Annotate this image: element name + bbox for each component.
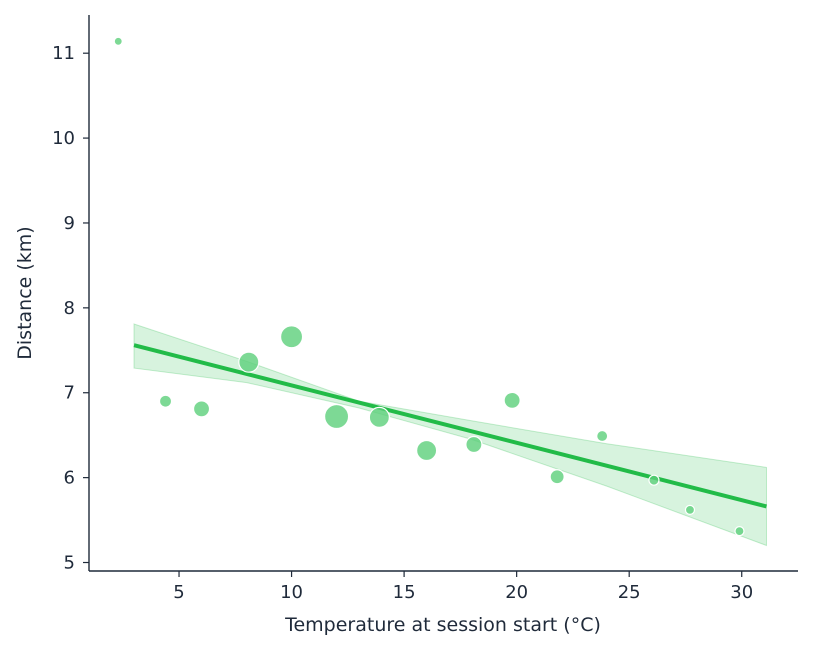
data-point xyxy=(549,469,565,485)
data-point xyxy=(416,439,438,462)
trend-line xyxy=(133,343,767,509)
points-layer xyxy=(113,36,745,537)
data-point xyxy=(684,504,696,515)
trend-line-layer xyxy=(133,343,767,509)
data-point xyxy=(323,403,350,430)
y-tick-label: 11 xyxy=(52,43,75,64)
data-point xyxy=(113,36,123,46)
y-tick-label: 10 xyxy=(52,128,75,149)
data-point xyxy=(465,435,483,454)
x-axis-label: Temperature at session start (°C) xyxy=(284,614,601,636)
data-point xyxy=(368,406,390,428)
axes xyxy=(88,15,798,572)
data-point xyxy=(279,325,304,349)
y-ticks: 5 6 7 8 9 10 11 xyxy=(52,43,89,574)
data-point xyxy=(238,351,260,373)
x-tick-label: 30 xyxy=(730,582,753,603)
data-point xyxy=(648,474,660,486)
x-tick-label: 15 xyxy=(393,582,416,603)
x-tick-label: 25 xyxy=(618,582,641,603)
data-point xyxy=(734,526,745,537)
y-tick-label: 9 xyxy=(64,213,75,234)
data-point xyxy=(158,394,173,408)
x-tick-label: 20 xyxy=(505,582,528,603)
y-tick-label: 5 xyxy=(64,553,75,574)
data-point xyxy=(596,429,609,443)
y-tick-label: 7 xyxy=(64,383,75,404)
data-point xyxy=(503,391,521,409)
y-axis-label: Distance (km) xyxy=(14,226,36,359)
y-tick-label: 6 xyxy=(64,468,75,489)
x-tick-label: 5 xyxy=(173,582,184,603)
confidence-band xyxy=(133,323,767,547)
data-point xyxy=(192,400,211,418)
confidence-band-layer xyxy=(133,323,767,547)
x-ticks: 5 10 15 20 25 30 xyxy=(173,571,753,603)
x-tick-label: 10 xyxy=(280,582,303,603)
y-tick-label: 8 xyxy=(64,298,75,319)
